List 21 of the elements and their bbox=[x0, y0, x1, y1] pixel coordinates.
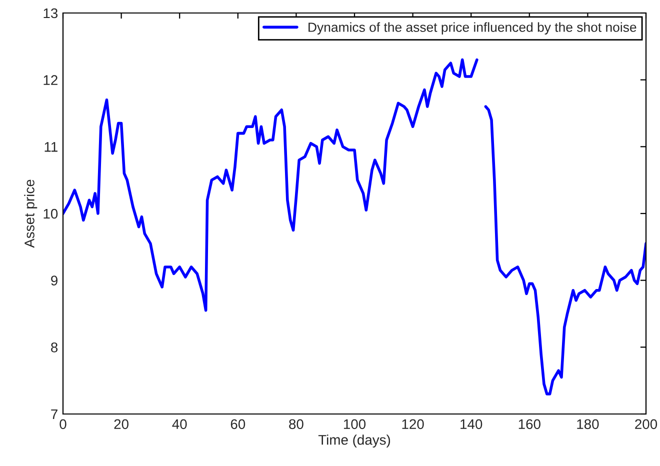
y-axis-title: Asset price bbox=[24, 180, 38, 248]
x-tick-label: 160 bbox=[518, 419, 540, 430]
y-tick-label: 7 bbox=[51, 409, 58, 420]
y-tick-label: 10 bbox=[44, 208, 58, 219]
x-tick-label: 200 bbox=[635, 419, 658, 430]
x-tick-label: 120 bbox=[402, 419, 424, 430]
y-tick-label: 13 bbox=[44, 8, 58, 18]
x-tick-label: 80 bbox=[289, 419, 304, 430]
y-tick-label: 8 bbox=[51, 342, 58, 352]
x-tick-label: 0 bbox=[60, 419, 66, 430]
x-tick-label: 20 bbox=[114, 419, 128, 430]
y-tick-label: 11 bbox=[44, 142, 58, 152]
x-tick-label: 180 bbox=[577, 419, 599, 430]
x-tick-label: 40 bbox=[172, 419, 187, 430]
y-tick-label: 9 bbox=[51, 276, 58, 286]
x-tick-label: 60 bbox=[230, 419, 246, 430]
x-tick-label: 140 bbox=[460, 419, 482, 430]
legend-label: Dynamics of the asset price influenced by the shot noise bbox=[308, 22, 636, 35]
x-tick-label: 100 bbox=[344, 419, 366, 430]
x-axis-title: Time (days) bbox=[318, 434, 390, 448]
y-tick-label: 12 bbox=[44, 75, 58, 85]
